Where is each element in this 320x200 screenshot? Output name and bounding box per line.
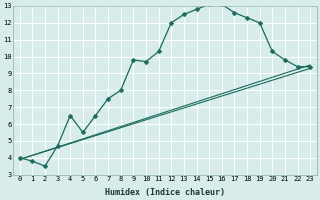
X-axis label: Humidex (Indice chaleur): Humidex (Indice chaleur)	[105, 188, 225, 197]
